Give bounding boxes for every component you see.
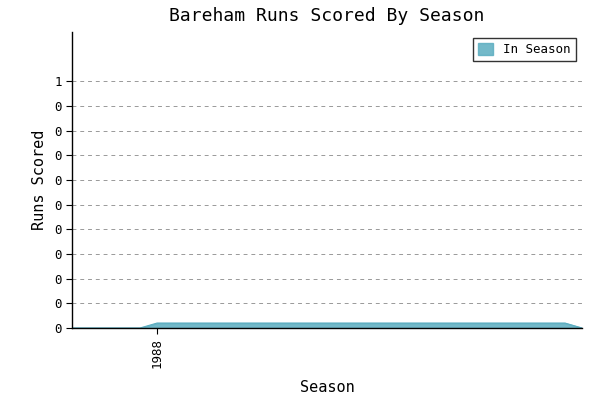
Y-axis label: Runs Scored: Runs Scored	[32, 130, 47, 230]
Title: Bareham Runs Scored By Season: Bareham Runs Scored By Season	[169, 7, 485, 25]
Legend: In Season: In Season	[473, 38, 576, 61]
X-axis label: Season: Season	[299, 380, 355, 394]
